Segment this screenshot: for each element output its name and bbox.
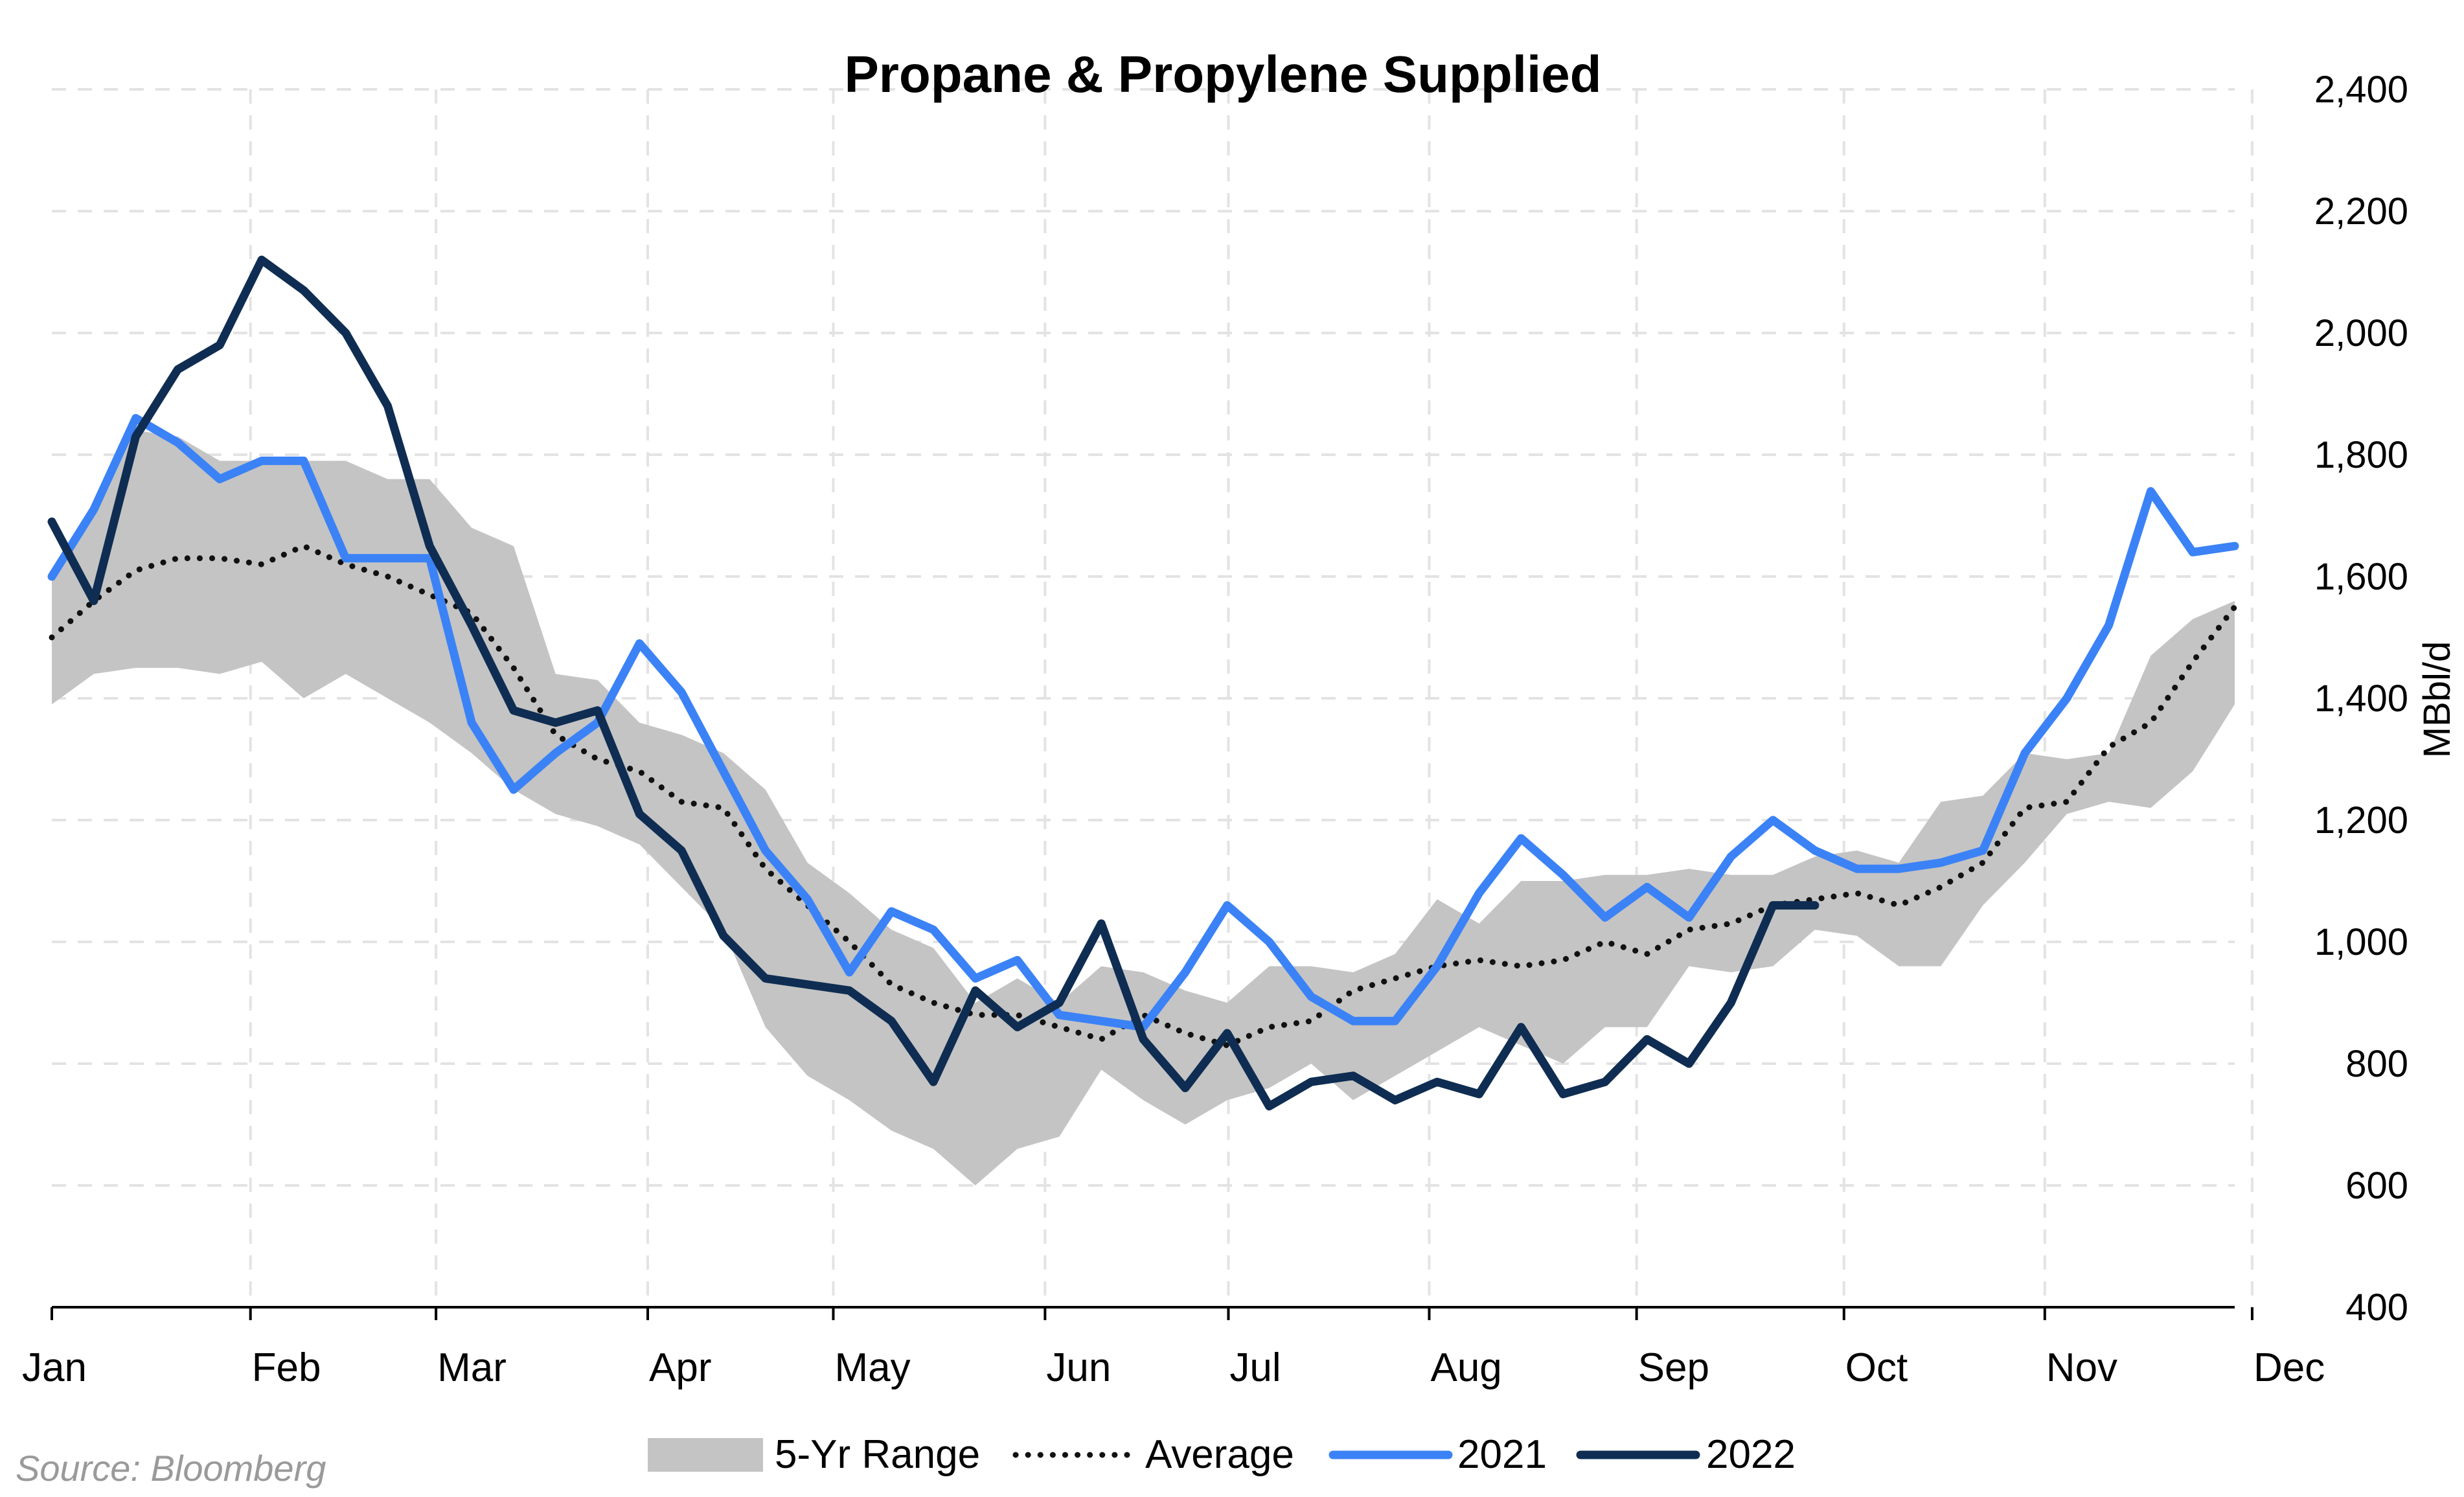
series-line-2022 (47, 255, 1819, 1111)
legend-swatch-5yr-range (648, 1438, 763, 1472)
x-tick-label: Jan (22, 1345, 87, 1390)
source-note: Source: Bloomberg (16, 1448, 326, 1489)
y-tick-label: 1,600 (2314, 556, 2408, 598)
series-line-average (49, 543, 2238, 1049)
x-tick-label: Apr (649, 1345, 711, 1390)
chart-title: Propane & Propylene Supplied (844, 45, 1601, 103)
y-tick-label: 1,000 (2314, 921, 2408, 963)
x-tick-label: May (834, 1345, 910, 1390)
y-tick-label: 800 (2345, 1043, 2408, 1085)
legend-label: Average (1145, 1432, 1294, 1477)
y-axis-label: MBbl/d (2416, 641, 2458, 759)
y-tick-label: 1,400 (2314, 678, 2408, 720)
y-tick-label: 1,200 (2314, 799, 2408, 841)
legend-label: 2021 (1457, 1432, 1547, 1477)
y-tick-label: 400 (2345, 1286, 2408, 1329)
y-tick-label: 2,200 (2314, 190, 2408, 233)
legend: 5-Yr Range Average 2021 2022 (648, 1432, 1796, 1477)
range-area-layer (52, 430, 2235, 1185)
y-tick-label: 2,400 (2314, 69, 2408, 111)
y-tick-label: 600 (2345, 1165, 2408, 1207)
series-lines-layer (47, 255, 2239, 1111)
x-tick-label: Dec (2253, 1345, 2325, 1390)
range-band-5yr (52, 430, 2235, 1185)
grid (52, 88, 2253, 1307)
x-tick-label: Nov (2046, 1345, 2117, 1390)
legend-label: 5-Yr Range (775, 1432, 980, 1477)
axes: 400 600 800 1,000 1,200 1,400 1,600 1,800 2,000 2… (22, 69, 2408, 1390)
y-tick-label: 1,800 (2314, 434, 2408, 476)
x-tick-label: Jul (1229, 1345, 1281, 1390)
x-tick-label: Sep (1638, 1345, 1709, 1390)
x-tick-label: Feb (252, 1345, 321, 1390)
y-tick-label: 2,000 (2314, 312, 2408, 354)
x-tick-label: Mar (437, 1345, 507, 1390)
x-tick-label: Oct (1845, 1345, 1908, 1390)
x-tick-label: Jun (1046, 1345, 1111, 1390)
legend-label: 2022 (1706, 1432, 1796, 1477)
x-tick-label: Aug (1430, 1345, 1501, 1390)
